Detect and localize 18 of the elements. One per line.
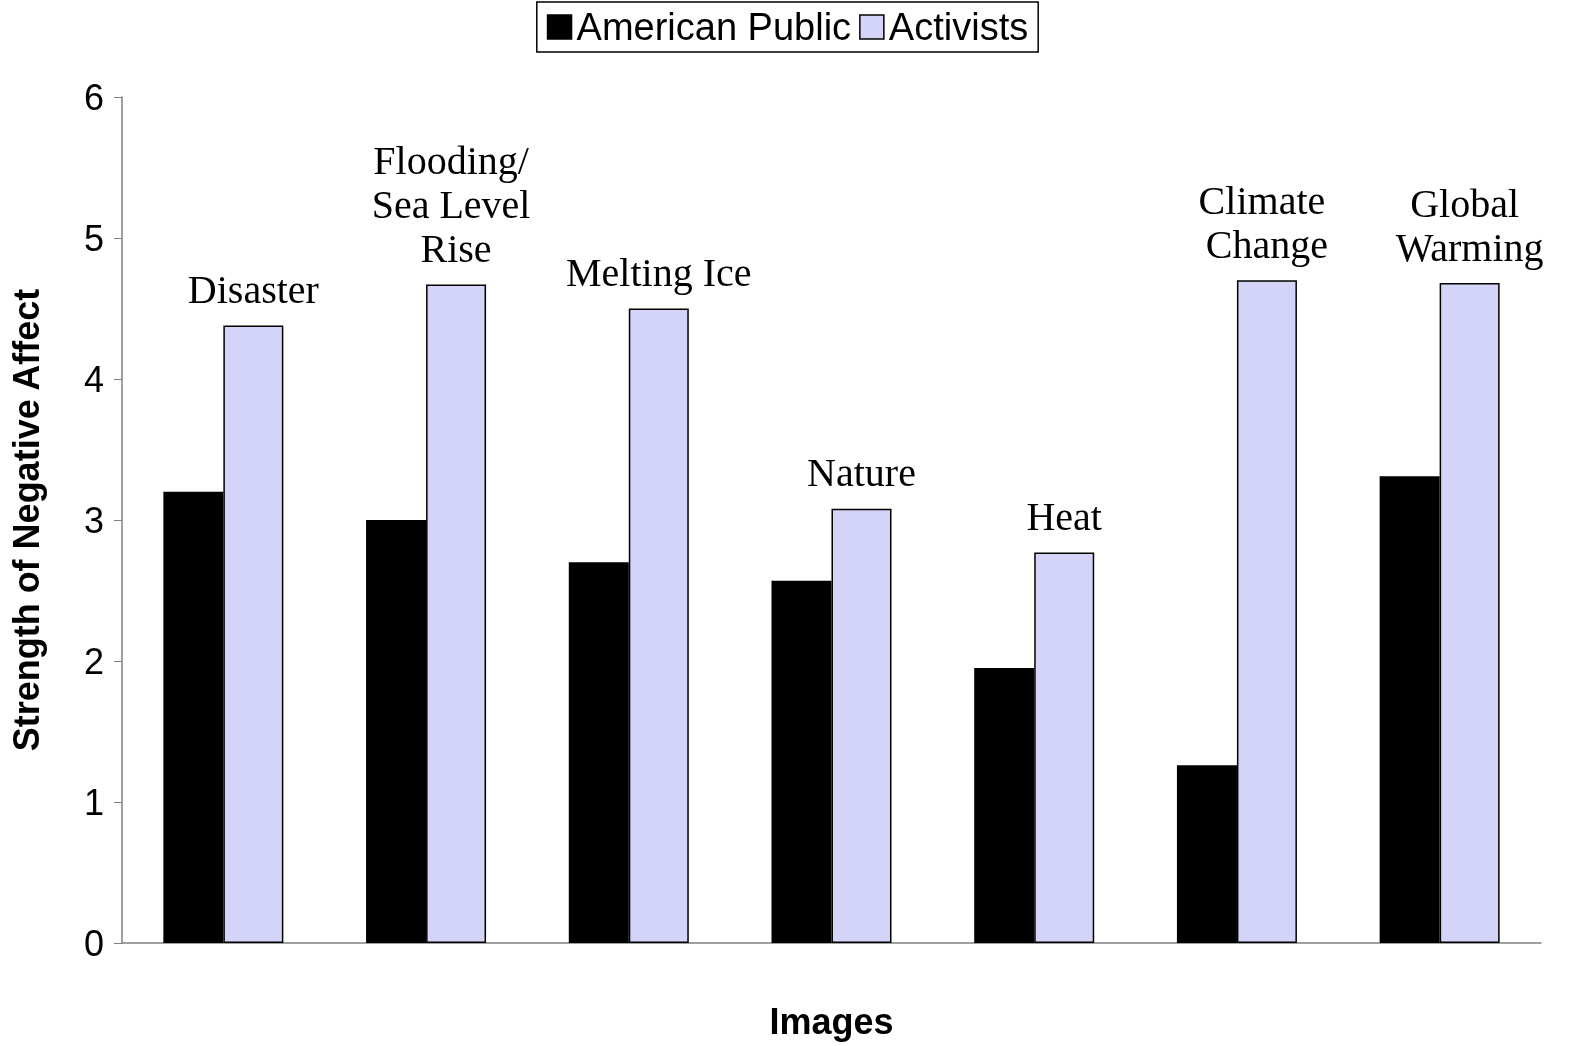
- legend-label: Activists: [888, 6, 1029, 48]
- x-tick-label: Nature: [807, 450, 916, 496]
- x-tick-label: Climate Change: [1198, 177, 1336, 267]
- x-tick-label: Disaster: [187, 266, 319, 312]
- x-axis-title: Images: [769, 1000, 894, 1042]
- x-tick-label: Heat: [1026, 493, 1102, 539]
- x-tick-label: Melting Ice: [566, 250, 752, 295]
- x-tick-label: Flooding/ Sea Level Rise: [371, 138, 541, 272]
- legend-label: American Public: [576, 6, 852, 48]
- y-tick-label: 0: [83, 922, 104, 964]
- x-tick-label: Global Warming: [1395, 180, 1544, 270]
- y-axis-title: Strength of Negative Affect: [5, 288, 47, 752]
- y-tick-label: 6: [83, 76, 104, 118]
- y-tick-label: 1: [83, 781, 104, 823]
- y-tick-label: 5: [83, 217, 104, 259]
- y-tick-label: 3: [83, 499, 104, 541]
- y-tick-label: 2: [83, 640, 104, 682]
- y-tick-label: 4: [83, 358, 104, 400]
